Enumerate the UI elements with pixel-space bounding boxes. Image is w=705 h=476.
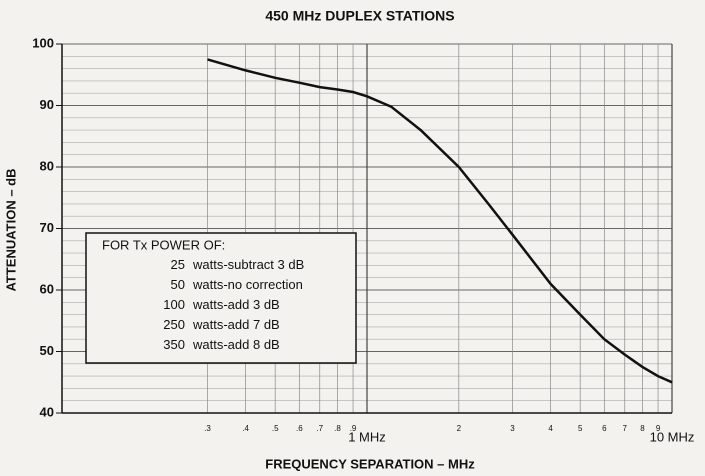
y-tick-label: 40 (40, 404, 54, 419)
annotation: FOR Tx POWER OF: (102, 237, 225, 252)
annotation: 350 watts-add 8 dB (163, 337, 279, 352)
x-tick-label: 8 (640, 424, 645, 433)
x-tick-label: 10 MHz (650, 429, 695, 444)
x-tick-label: 7 (623, 424, 628, 433)
x-tick-label: .5 (272, 424, 279, 433)
x-tick-label: 1 MHz (348, 429, 386, 444)
x-tick-label: .9 (350, 424, 357, 433)
chart-title: 450 MHz DUPLEX STATIONS (265, 8, 454, 24)
x-tick-label: 2 (457, 424, 462, 433)
annotation: 100 watts-add 3 dB (163, 297, 279, 312)
y-tick-label: 60 (40, 281, 54, 296)
x-tick-label: 6 (602, 424, 607, 433)
y-tick-label: 70 (40, 220, 54, 235)
y-axis-label: ATTENUATION – dB (3, 168, 18, 291)
x-tick-label: 3 (510, 424, 515, 433)
x-tick-label: 9 (656, 424, 661, 433)
x-tick-label: .7 (316, 424, 323, 433)
x-tick-label: .8 (334, 424, 341, 433)
annotation: 50 watts-no correction (171, 277, 303, 292)
data-line (207, 58, 673, 384)
legend-box (85, 232, 357, 364)
x-tick-label: .3 (204, 424, 211, 433)
y-tick-label: 100 (32, 35, 54, 50)
annotation: 25 watts-subtract 3 dB (171, 257, 305, 272)
x-tick-label: .4 (242, 424, 249, 433)
x-axis-label: FREQUENCY SEPARATION – MHz (265, 456, 475, 471)
y-tick-label: 90 (40, 97, 54, 112)
y-tick-label: 80 (40, 158, 54, 173)
x-tick-label: .6 (296, 424, 303, 433)
x-tick-label: 5 (578, 424, 583, 433)
annotation: 250 watts-add 7 dB (163, 317, 279, 332)
x-tick-label: 4 (548, 424, 553, 433)
y-tick-label: 50 (40, 343, 54, 358)
